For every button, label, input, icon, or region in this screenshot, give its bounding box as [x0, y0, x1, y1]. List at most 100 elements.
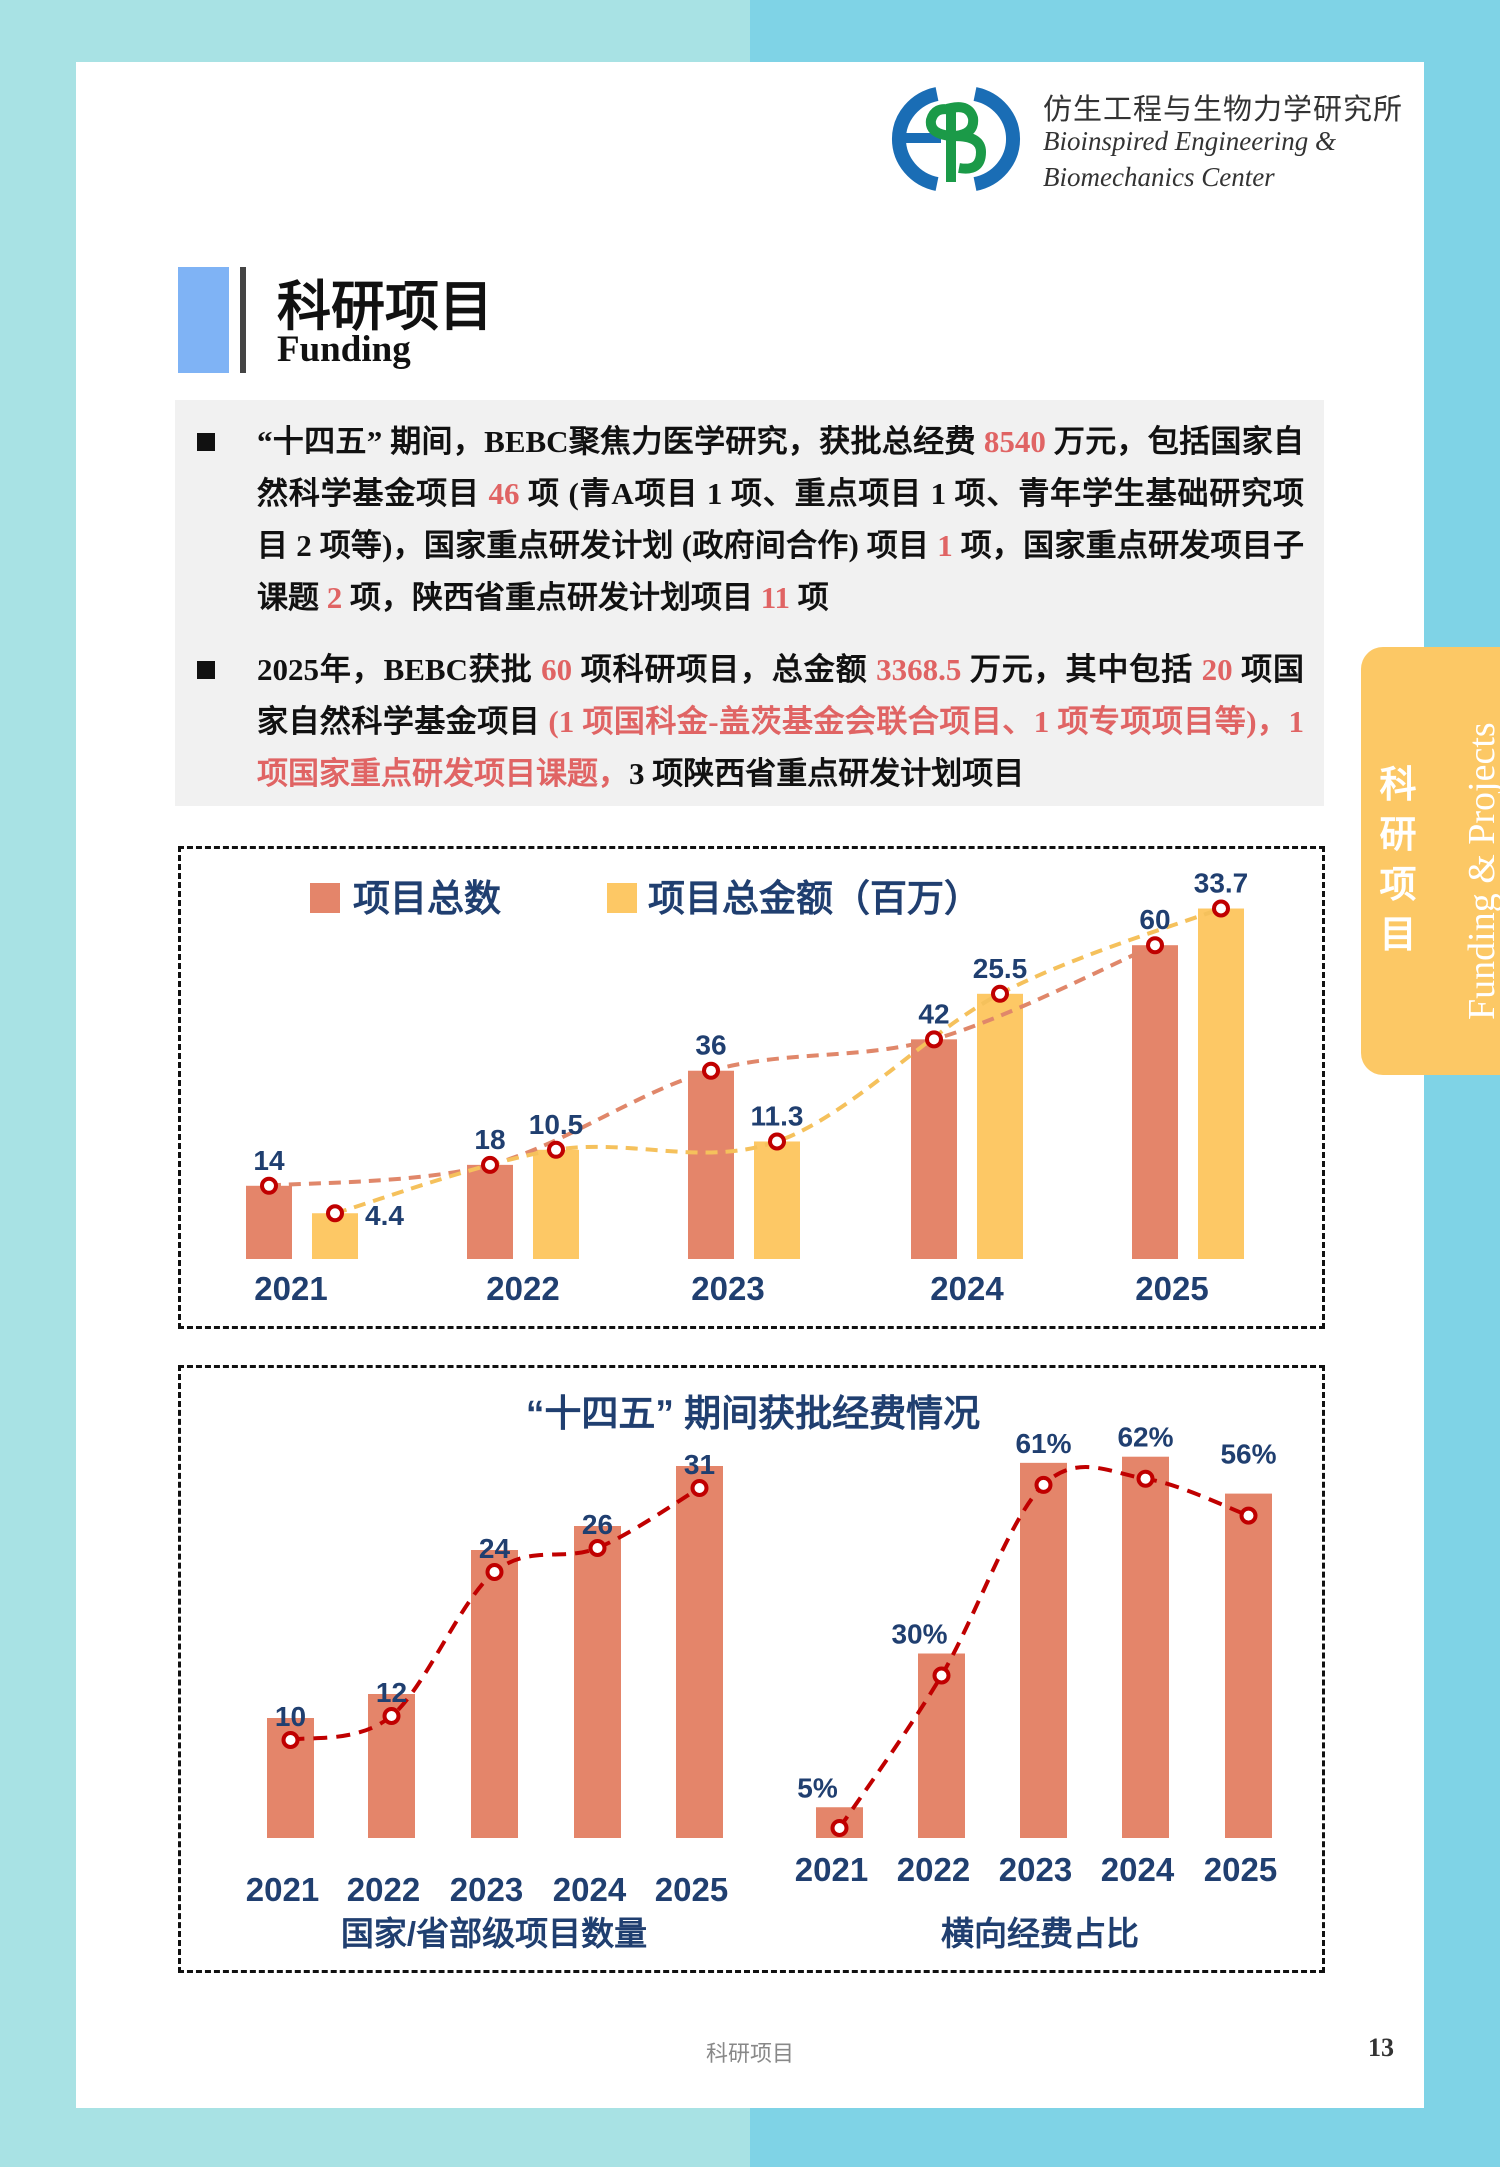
data-label: 18	[474, 1124, 505, 1155]
x-tick-label: 2022	[897, 1851, 970, 1888]
highlight-text: 1	[937, 528, 953, 563]
bar	[676, 1466, 723, 1838]
x-tick-label: 2025	[1135, 1270, 1208, 1307]
bar	[1225, 1493, 1272, 1838]
data-marker	[830, 1819, 849, 1837]
data-marker	[925, 1030, 943, 1049]
data-label: 11.3	[751, 1100, 804, 1131]
data-marker	[481, 1155, 499, 1174]
data-label: 56%	[1220, 1439, 1276, 1470]
summary-text: 3 项陕西省重点研发计划项目	[629, 756, 1025, 791]
bar-amount	[533, 1149, 579, 1259]
x-tick-label: 2025	[655, 1871, 728, 1908]
bar-amount	[1198, 908, 1244, 1259]
summary-text: 项，陕西省重点研发计划项目	[342, 580, 761, 615]
footer-section: 科研项目	[705, 2042, 794, 2067]
highlight-text: 11	[760, 580, 791, 615]
section-tab[interactable]	[1361, 647, 1500, 1075]
bar-count	[911, 1039, 957, 1259]
bar-amount	[754, 1141, 800, 1259]
panel-label: 横向经费占比	[941, 1915, 1139, 1952]
x-tick-label: 2024	[930, 1270, 1004, 1307]
data-label: 36	[695, 1030, 726, 1061]
background-band	[750, 2108, 1500, 2167]
data-label: 25.5	[973, 953, 1028, 984]
data-label: 26	[582, 1509, 613, 1540]
data-marker	[1034, 1475, 1053, 1494]
data-label: 14	[253, 1145, 285, 1176]
bullet-icon	[197, 661, 215, 679]
data-label: 5%	[797, 1772, 838, 1803]
x-tick-label: 2023	[450, 1871, 523, 1908]
projects-chart-box: 项目总数 项目总金额（百万） 14 18 36 42 60 4.4 10.5 11.3 25.5 33…	[178, 846, 1325, 1329]
summary-box: “十四五” 期间，BEBC聚焦力医学研究，获批总经费 8540 万元，包括国家自…	[175, 400, 1324, 806]
highlight-text: 8540	[983, 424, 1046, 459]
x-tick-label: 2022	[347, 1871, 420, 1908]
legend-label-count: 项目总数	[353, 878, 501, 919]
x-tick-label: 2023	[691, 1270, 764, 1307]
x-tick-label: 2025	[1204, 1851, 1277, 1888]
bar	[471, 1550, 518, 1838]
x-tick-label: 2024	[1101, 1851, 1175, 1888]
data-marker	[932, 1666, 951, 1685]
trend-line	[334, 906, 1222, 1216]
bar-count	[467, 1164, 513, 1259]
data-marker	[260, 1176, 278, 1195]
data-marker	[382, 1707, 401, 1725]
bar-count	[1132, 945, 1178, 1259]
highlight-text: 60	[541, 652, 573, 687]
highlight-text: (1 项国科金-盖茨基金会联合项目、1 项专项项目等)，1 项国家重点研发项目课…	[257, 704, 1305, 791]
data-marker	[281, 1731, 300, 1749]
bar	[574, 1526, 621, 1838]
data-label: 10.5	[529, 1109, 584, 1140]
highlight-text: 46	[488, 476, 520, 511]
page-title: 科研项目	[277, 275, 493, 338]
bar	[1122, 1456, 1169, 1838]
page-number: 13	[1368, 2033, 1394, 2062]
bullet-icon	[197, 433, 215, 451]
legend-swatch-count	[310, 883, 340, 913]
summary-paragraph: 2025年，BEBC获批 60 项科研项目，总金额 3368.5 万元，其中包括…	[197, 644, 1305, 800]
data-marker	[991, 984, 1009, 1003]
data-marker	[1136, 1469, 1155, 1488]
data-marker	[485, 1563, 504, 1581]
data-marker	[768, 1132, 786, 1151]
x-tick-label: 2021	[795, 1851, 868, 1888]
data-marker	[326, 1204, 344, 1223]
x-tick-label: 2023	[999, 1851, 1072, 1888]
data-label: 62%	[1117, 1422, 1173, 1453]
bar-amount	[977, 993, 1023, 1259]
data-label: 31	[684, 1449, 715, 1480]
data-marker	[702, 1061, 720, 1080]
org-name-en: Biomechanics Center	[1043, 162, 1275, 192]
summary-text: 万元，其中包括	[961, 652, 1202, 687]
data-marker	[690, 1479, 709, 1497]
trend-line	[837, 1465, 1250, 1830]
data-label: 33.7	[1194, 868, 1249, 899]
data-label: 42	[918, 998, 949, 1029]
x-tick-label: 2021	[254, 1270, 327, 1307]
data-label: 24	[479, 1533, 511, 1564]
x-tick-label: 2021	[246, 1871, 319, 1908]
legend-swatch-amount	[607, 883, 637, 913]
summary-text: 项科研项目，总金额	[572, 652, 877, 687]
bar-count	[246, 1185, 292, 1259]
highlight-text: 3368.5	[876, 652, 962, 687]
data-marker	[547, 1140, 565, 1159]
x-tick-label: 2022	[486, 1270, 559, 1307]
bar	[1020, 1462, 1067, 1838]
org-name-cn: 仿生工程与生物力学研究所	[1043, 92, 1404, 126]
funding-chart-box: “十四五” 期间获批经费情况 10 12 24 26 31 2021 2022 2023 2024…	[178, 1365, 1325, 1973]
summary-text: 项，国家重点研发项目子课题	[257, 528, 1305, 615]
summary-text: “十四五” 期间，BEBC聚焦力医学研究，获批总经费	[257, 424, 984, 459]
summary-text: 项国家自然科学基金项目	[257, 652, 1305, 739]
panel-label: 国家/省部级项目数量	[341, 1915, 647, 1952]
data-marker	[1146, 936, 1164, 955]
background-band	[1424, 0, 1500, 2167]
summary-text: 万元，包括国家自然科学基金项目	[257, 424, 1305, 511]
summary-text: 项	[790, 580, 829, 615]
summary-paragraph: “十四五” 期间，BEBC聚焦力医学研究，获批总经费 8540 万元，包括国家自…	[197, 416, 1305, 624]
data-label: 10	[275, 1701, 306, 1732]
data-label: 4.4	[365, 1200, 404, 1231]
chart-title: “十四五” 期间获批经费情况	[526, 1393, 980, 1434]
